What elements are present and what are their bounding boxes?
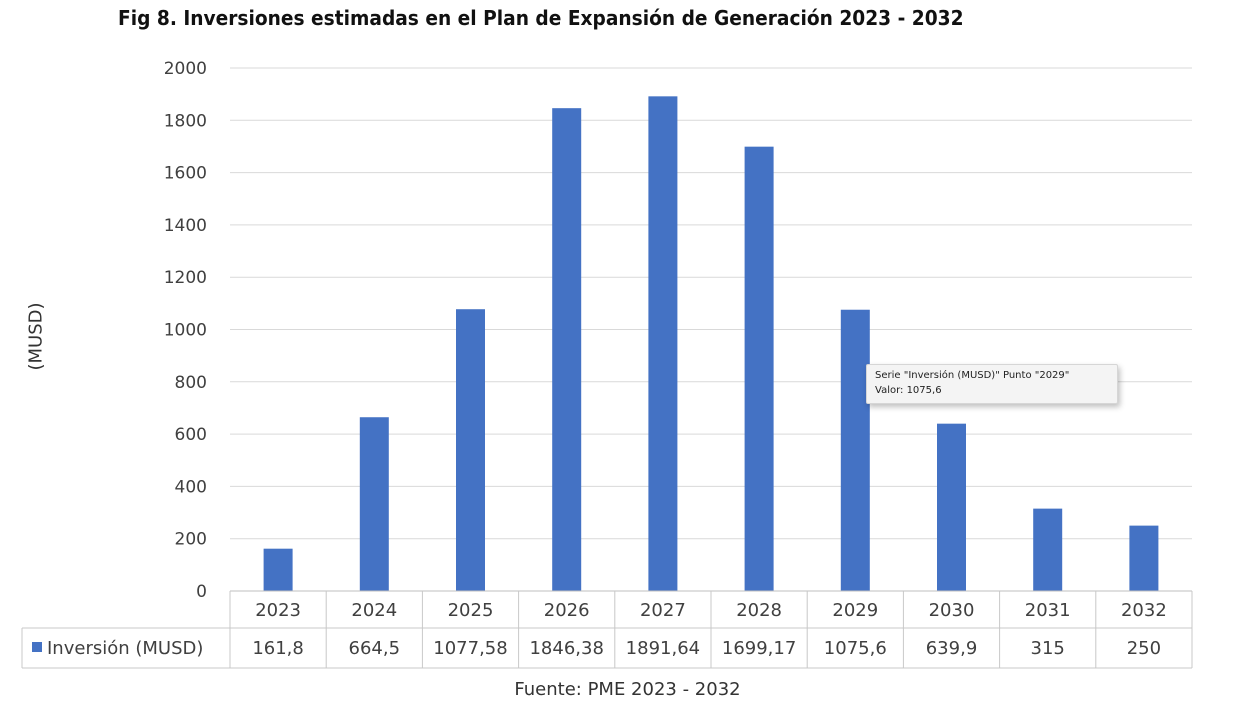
data-table-value: 315 — [1031, 638, 1065, 659]
x-tick-label: 2025 — [448, 600, 494, 621]
tooltip-value-text: Valor: 1075,6 — [875, 385, 942, 396]
tooltip-series-text: Serie "Inversión (MUSD)" Punto "2029" — [875, 370, 1070, 381]
bars — [263, 96, 1159, 591]
y-tick-label: 1600 — [164, 164, 207, 184]
x-tick-label: 2026 — [544, 600, 590, 621]
bar — [1129, 525, 1159, 591]
x-tick-label: 2032 — [1121, 600, 1167, 621]
data-table-value: 639,9 — [926, 638, 978, 659]
data-table: 2023 161,8 2024 664,5 2025 1077,58 2026 1846,38… — [21, 590, 1193, 669]
data-table-value: 1077,58 — [433, 638, 507, 659]
y-tick-label: 200 — [175, 530, 207, 550]
y-tick-label: 800 — [175, 373, 207, 393]
data-point-tooltip: Serie "Inversión (MUSD)" Punto "2029" Va… — [866, 364, 1118, 404]
data-table-value: 1699,17 — [722, 638, 796, 659]
y-tick-label: 1800 — [164, 111, 207, 131]
bar — [359, 417, 389, 591]
bar — [552, 108, 582, 591]
chart-title: Fig 8. Inversiones estimadas en el Plan … — [118, 6, 964, 30]
x-tick-label: 2030 — [929, 600, 975, 621]
y-tick-label: 2000 — [164, 59, 207, 79]
gridlines — [230, 67, 1192, 540]
bar — [263, 548, 293, 591]
legend-series-name: Inversión (MUSD) — [47, 638, 203, 659]
y-tick-label: 400 — [175, 477, 207, 497]
y-tick-labels: 0 200 400 600 800 1000 1200 1400 1600 1800 2000 — [164, 59, 207, 602]
data-table-value: 1075,6 — [824, 638, 887, 659]
legend-swatch — [32, 642, 42, 652]
data-table-value: 1846,38 — [529, 638, 603, 659]
x-tick-label: 2028 — [736, 600, 782, 621]
x-tick-label: 2031 — [1025, 600, 1071, 621]
y-tick-label: 1400 — [164, 216, 207, 236]
bar — [744, 146, 774, 591]
data-table-value: 1891,64 — [626, 638, 700, 659]
bar — [937, 423, 966, 591]
bar — [456, 309, 485, 591]
x-tick-label: 2029 — [832, 600, 878, 621]
y-tick-label: 1000 — [164, 321, 207, 341]
bar — [1033, 508, 1063, 591]
source-note: Fuente: PME 2023 - 2032 — [514, 679, 741, 700]
y-tick-label: 1200 — [164, 268, 207, 288]
data-table-value: 161,8 — [252, 638, 304, 659]
x-tick-label: 2024 — [351, 600, 397, 621]
data-table-value: 664,5 — [349, 638, 401, 659]
y-tick-label: 600 — [175, 425, 207, 445]
x-tick-label: 2023 — [255, 600, 301, 621]
bar — [648, 96, 678, 591]
y-tick-label: 0 — [196, 582, 207, 602]
data-table-value: 250 — [1127, 638, 1161, 659]
x-tick-label: 2027 — [640, 600, 686, 621]
bar — [840, 309, 870, 591]
